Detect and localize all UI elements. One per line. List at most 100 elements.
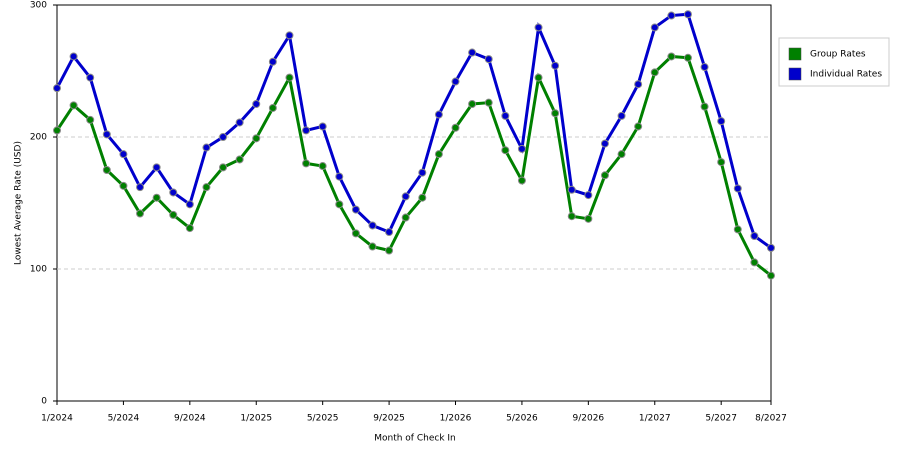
data-point — [434, 150, 443, 159]
data-point — [551, 109, 560, 118]
data-point — [335, 200, 344, 209]
data-point — [700, 102, 709, 111]
legend-swatch — [788, 47, 802, 61]
data-point — [584, 214, 593, 223]
data-point — [517, 176, 526, 185]
data-point — [169, 210, 178, 219]
data-point — [501, 111, 510, 120]
data-point — [634, 122, 643, 131]
x-tick-label: 9/2025 — [373, 414, 405, 424]
data-point — [318, 162, 327, 171]
data-point — [285, 73, 294, 82]
legend-swatch — [788, 67, 802, 81]
data-point — [202, 143, 211, 152]
x-tick-label: 1/2027 — [639, 414, 671, 424]
data-point — [667, 52, 676, 61]
x-tick-label: 5/2025 — [307, 414, 339, 424]
data-point — [600, 171, 609, 180]
data-point — [351, 205, 360, 214]
data-point — [185, 200, 194, 209]
data-point — [152, 163, 161, 172]
data-point — [268, 103, 277, 112]
legend-label: Individual Rates — [810, 70, 882, 80]
data-point — [567, 212, 576, 221]
data-point — [102, 166, 111, 174]
data-point — [102, 130, 111, 139]
data-point — [683, 53, 692, 62]
y-tick-label: 300 — [30, 1, 47, 11]
data-point — [418, 168, 427, 177]
data-point — [302, 159, 311, 168]
data-point — [733, 225, 742, 234]
x-tick-label: 1/2024 — [41, 414, 73, 424]
data-point — [152, 193, 161, 202]
data-point — [86, 73, 95, 82]
data-point — [401, 192, 410, 201]
data-point — [252, 100, 261, 108]
data-point — [368, 242, 377, 251]
data-point — [185, 224, 194, 233]
data-point — [86, 115, 95, 124]
data-point — [717, 158, 726, 167]
data-point — [717, 117, 726, 126]
data-point — [268, 57, 277, 66]
data-point — [434, 110, 443, 119]
data-point — [517, 144, 526, 153]
x-tick-label: 5/2026 — [506, 414, 538, 424]
data-point — [252, 134, 261, 143]
data-point — [767, 243, 775, 252]
data-point — [69, 52, 78, 61]
y-axis-label: Lowest Average Rate (USD) — [14, 141, 24, 265]
data-point — [750, 258, 759, 267]
data-point — [136, 183, 145, 192]
data-point — [385, 246, 394, 255]
data-point — [53, 84, 61, 93]
data-point — [368, 221, 377, 230]
data-point — [285, 31, 294, 40]
data-point — [650, 23, 659, 32]
data-point — [351, 229, 360, 238]
data-point — [551, 61, 560, 70]
x-tick-label: 1/2026 — [440, 414, 472, 424]
data-point — [119, 181, 128, 190]
data-point — [767, 271, 775, 280]
data-point — [750, 232, 759, 240]
data-point — [418, 193, 427, 202]
data-point — [302, 126, 311, 135]
data-point — [484, 98, 493, 107]
data-point — [136, 209, 145, 218]
data-point — [451, 123, 460, 132]
data-point — [53, 126, 61, 135]
data-point — [501, 146, 510, 155]
data-point — [219, 163, 228, 172]
data-point — [600, 139, 609, 148]
data-point — [451, 77, 460, 86]
x-axis-label: Month of Check In — [374, 434, 456, 444]
data-point — [534, 73, 543, 82]
data-point — [202, 183, 211, 192]
data-point — [219, 133, 228, 141]
data-point — [667, 11, 676, 20]
data-point — [567, 185, 576, 194]
data-point — [484, 55, 493, 64]
data-point — [235, 155, 244, 164]
data-point — [119, 150, 128, 159]
x-tick-label: 9/2024 — [174, 414, 206, 424]
x-tick-label: 9/2026 — [573, 414, 605, 424]
data-point — [584, 191, 593, 200]
y-tick-label: 200 — [30, 133, 47, 143]
data-point — [534, 23, 543, 32]
data-point — [468, 48, 477, 57]
data-point — [683, 10, 692, 19]
x-tick-label: 1/2025 — [240, 414, 272, 424]
legend-label: Group Rates — [810, 50, 866, 60]
x-tick-label: 8/2027 — [755, 414, 787, 424]
data-point — [700, 63, 709, 72]
data-point — [733, 184, 742, 193]
data-point — [401, 213, 410, 222]
y-tick-label: 0 — [41, 397, 47, 407]
data-point — [69, 101, 78, 110]
data-point — [617, 111, 626, 120]
x-tick-label: 5/2024 — [108, 414, 140, 424]
